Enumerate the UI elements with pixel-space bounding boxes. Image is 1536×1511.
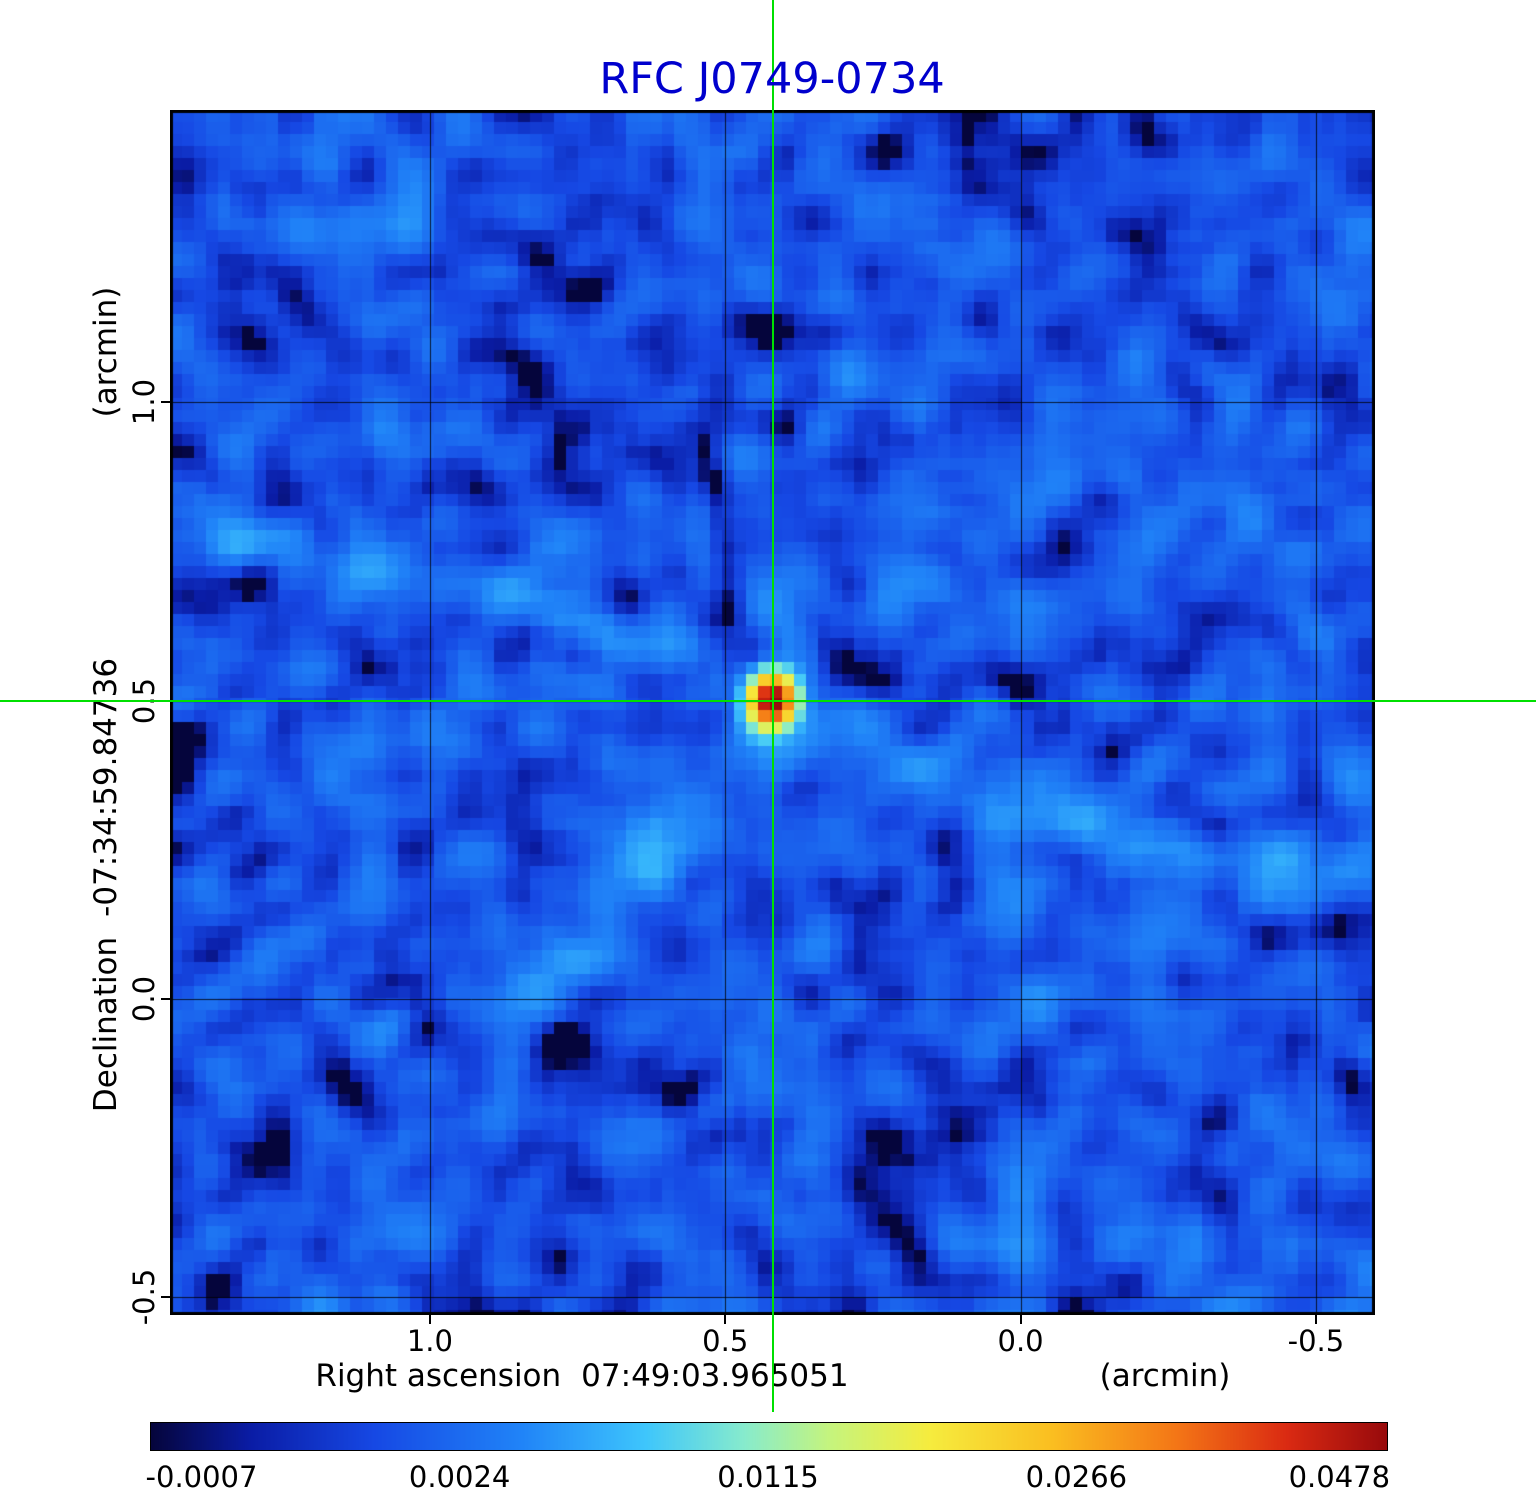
y-axis-tick-label: -0.5 <box>127 1268 161 1326</box>
y-axis-tick-label: 0.0 <box>127 975 161 1022</box>
x-axis-label: Right ascension 07:49:03.965051 <box>315 1358 848 1394</box>
colorbar-tick-label: 0.0266 <box>1025 1460 1128 1494</box>
right-ascension-value: 07:49:03.965051 <box>581 1358 849 1394</box>
colorbar-tick-label: -0.0007 <box>145 1460 258 1494</box>
x-axis-tick-label: -0.5 <box>1287 1324 1345 1358</box>
colorbar-tick-label: 0.0024 <box>408 1460 511 1494</box>
x-axis-name: Right ascension <box>315 1358 562 1394</box>
crosshair-vertical-line <box>771 0 774 1412</box>
x-axis-unit: (arcmin) <box>1099 1358 1231 1394</box>
colorbar-tick-label: 0.0478 <box>1288 1460 1391 1494</box>
x-axis-tick-mark <box>724 1315 727 1324</box>
x-axis-tick-mark <box>1019 1315 1022 1324</box>
y-axis-label: Declination -07:34:59.84736 <box>88 658 124 1112</box>
declination-value: -07:34:59.84736 <box>88 657 124 917</box>
colorbar-tick-label: 0.0115 <box>717 1460 819 1494</box>
x-axis-tick-mark <box>428 1315 431 1324</box>
colorbar <box>150 1422 1388 1451</box>
y-axis-tick-mark <box>161 401 170 404</box>
crosshair-horizontal-line <box>0 699 1536 702</box>
x-axis-tick-label: 1.0 <box>406 1324 453 1358</box>
y-axis-tick-label: 1.0 <box>127 379 161 426</box>
x-axis-tick-mark <box>1314 1315 1317 1324</box>
y-axis-name: Declination <box>88 936 124 1113</box>
chart-title: RFC J0749-0734 <box>599 54 945 104</box>
y-axis-tick-mark <box>161 1296 170 1299</box>
x-axis-tick-label: 0.5 <box>702 1324 749 1358</box>
x-axis-tick-label: 0.0 <box>997 1324 1044 1358</box>
y-axis-tick-mark <box>161 997 170 1000</box>
y-axis-unit: (arcmin) <box>88 286 124 418</box>
